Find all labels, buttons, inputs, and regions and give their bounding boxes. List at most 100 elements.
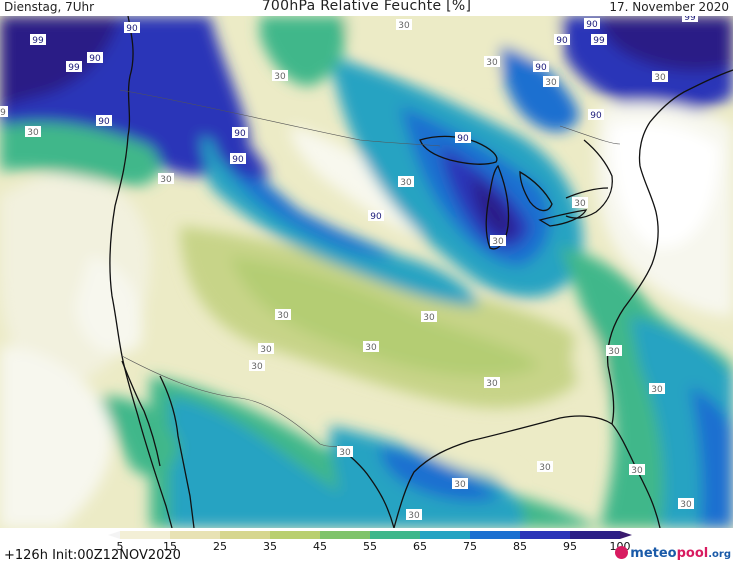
contour-label: 30	[365, 343, 377, 353]
contour-label: 30	[539, 463, 551, 473]
humidity-map: 99 99 90 90 30 30 30 90 90 30 90 30 90 30 90 90 30 90 30 30…	[0, 16, 733, 528]
contour-label-box	[275, 309, 291, 320]
colorbar-tick-label: 15	[163, 540, 177, 553]
colorbar-tick-label: 85	[513, 540, 527, 553]
contour-label: 30	[680, 500, 692, 510]
contour-label-box	[572, 197, 588, 208]
contour-label-box	[682, 16, 698, 22]
contour-label-box	[588, 109, 604, 120]
colorbar-segment	[420, 531, 470, 539]
contour-label-box	[406, 509, 422, 520]
contour-label: 30	[574, 199, 586, 209]
colorbar-tick-label: 95	[563, 540, 577, 553]
colorbar-segment	[270, 531, 320, 539]
contour-label: 30	[398, 21, 410, 31]
contour-label-box	[66, 61, 82, 72]
init-time-label: +126h Init:00Z12NOV2020	[4, 548, 181, 563]
contour-label: 30	[251, 362, 263, 372]
contour-label: 90	[590, 111, 602, 121]
colorbar-segment	[570, 531, 620, 539]
contour-label-box	[606, 345, 622, 356]
contour-label: 90	[556, 36, 568, 46]
colorbar-segment	[170, 531, 220, 539]
contour-label: 99	[32, 36, 44, 46]
contour-label: 99	[684, 16, 696, 23]
colorbar-tick-label: 5	[116, 540, 124, 553]
contour-label: 30	[608, 347, 620, 357]
colorbar-segment	[320, 531, 370, 539]
contour-label-box	[396, 19, 412, 30]
contour-label: 90	[234, 129, 246, 139]
contour-label: 90	[457, 134, 469, 144]
colorbar-tick-label: 45	[313, 540, 327, 553]
contour-label: 90	[232, 155, 244, 165]
contour-label-box	[484, 56, 500, 67]
contour-label: 90	[586, 20, 598, 30]
contour-label-box	[452, 478, 468, 489]
contour-label: 30	[260, 345, 272, 355]
colorbar-segment	[520, 531, 570, 539]
colorbar-tick-label: 25	[213, 540, 227, 553]
footer-bar: 5152535455565758595100 +126h Init:00Z12N…	[0, 528, 733, 566]
valid-day-label: Dienstag, 7Uhr	[4, 0, 95, 14]
contour-label: 30	[400, 178, 412, 188]
contour-label-box	[537, 461, 553, 472]
contour-label-box	[455, 132, 471, 143]
contour-label: 30	[651, 385, 663, 395]
contour-label-box	[30, 34, 46, 45]
contour-label: 90	[126, 24, 138, 34]
contour-label-box	[249, 360, 265, 371]
contour-label: 9	[0, 108, 6, 118]
contour-label-box	[0, 106, 8, 117]
contour-label: 30	[631, 466, 643, 476]
contour-label-box	[230, 153, 246, 164]
contour-label: 30	[492, 237, 504, 247]
contour-label-box	[158, 173, 174, 184]
colorbar-tick-label: 35	[263, 540, 277, 553]
contour-label-box	[421, 311, 437, 322]
contour-label-box	[484, 377, 500, 388]
humidity-field-svg: 99 99 90 90 30 30 30 90 90 30 90 30 90 30 90 90 30 90 30 30…	[0, 16, 733, 528]
contour-label: 30	[486, 379, 498, 389]
contour-label-box	[87, 52, 103, 63]
contour-label: 90	[98, 117, 110, 127]
contour-label-box	[368, 210, 384, 221]
colorbar-segment	[470, 531, 520, 539]
colorbar-min-arrow	[108, 531, 120, 539]
contour-label: 30	[654, 73, 666, 83]
colorbar-tick-label: 75	[463, 540, 477, 553]
contour-label-box	[96, 115, 112, 126]
borders	[119, 89, 621, 447]
contour-label: 30	[274, 72, 286, 82]
meteopool-logo-icon	[615, 546, 629, 559]
contour-label-box	[591, 34, 607, 45]
contour-label-box	[272, 70, 288, 81]
contour-label-box	[25, 126, 41, 137]
contour-label-box	[258, 343, 274, 354]
valid-date-label: 17. November 2020	[609, 0, 729, 14]
colorbar-tick-label: 55	[363, 540, 377, 553]
contour-label-box	[629, 464, 645, 475]
colorbar-segment	[220, 531, 270, 539]
header-bar: Dienstag, 7Uhr 700hPa Relative Feuchte […	[0, 0, 733, 16]
contour-label: 99	[68, 63, 80, 73]
contour-label-box	[363, 341, 379, 352]
contour-label-box	[124, 22, 140, 33]
contour-label-box	[649, 383, 665, 394]
contour-label-box	[678, 498, 694, 509]
contour-label: 90	[535, 63, 547, 73]
colorbar-tick-label: 65	[413, 540, 427, 553]
contour-label: 30	[545, 78, 557, 88]
colorbar	[120, 531, 620, 539]
contour-label: 30	[277, 311, 289, 321]
colorbar-labels: 5152535455565758595100	[116, 540, 631, 554]
contour-labels: 99 99 90 90 30 30 30 90 90 30 90 30 90 30 90 90 30 90 30 30…	[0, 16, 698, 521]
contour-label: 90	[89, 54, 101, 64]
contour-label-box	[554, 34, 570, 45]
contour-label: 99	[593, 36, 605, 46]
contour-label: 30	[27, 128, 39, 138]
contour-label-box	[337, 446, 353, 457]
contour-label: 30	[486, 58, 498, 68]
humidity-shading	[0, 16, 733, 528]
meteopool-logo[interactable]: meteopool.org	[615, 546, 731, 561]
